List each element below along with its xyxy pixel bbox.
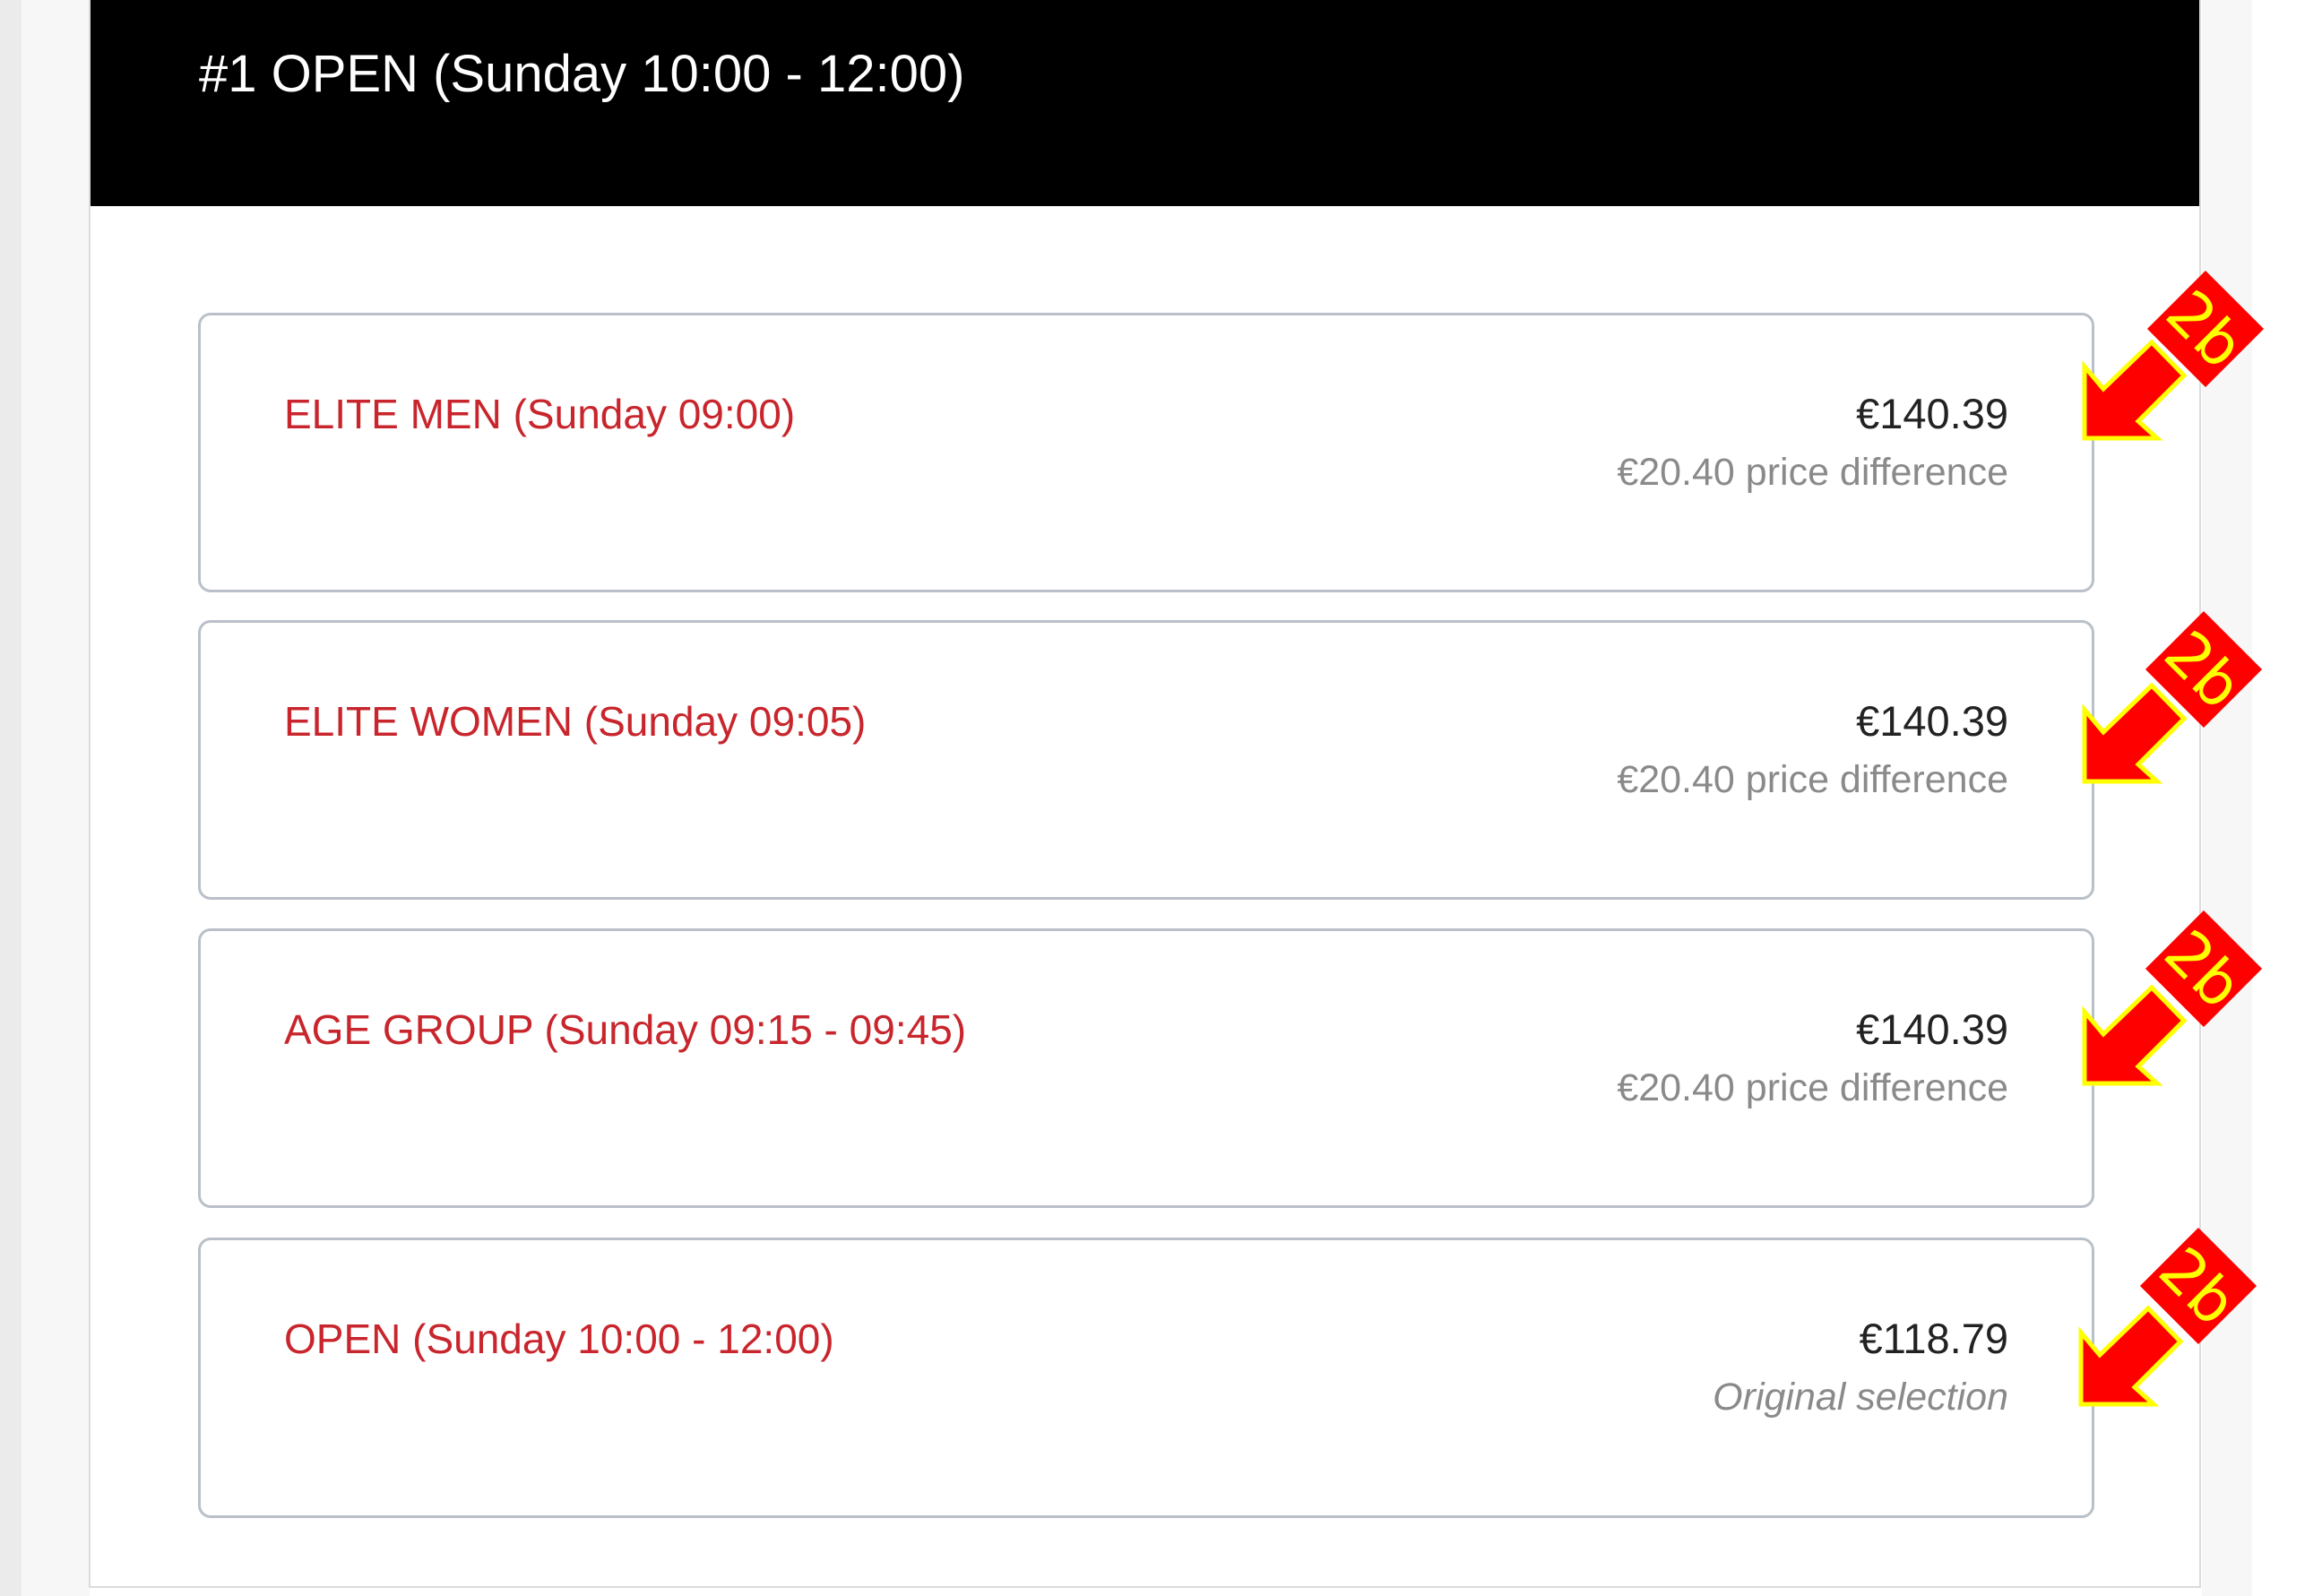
page-margin <box>22 0 90 1596</box>
option-note: Original selection <box>1713 1376 2008 1419</box>
page-edge <box>0 0 22 1596</box>
option-title: AGE GROUP (Sunday 09:15 - 09:45) <box>284 1006 967 1053</box>
option-note: €20.40 price difference <box>1617 451 2008 494</box>
option-price: €140.39 <box>1856 390 2008 437</box>
option-note: €20.40 price difference <box>1617 758 2008 801</box>
option-note: €20.40 price difference <box>1617 1066 2008 1109</box>
option-card-elite-men[interactable]: ELITE MEN (Sunday 09:00) €140.39 €20.40 … <box>198 313 2094 592</box>
option-card-age-group[interactable]: AGE GROUP (Sunday 09:15 - 09:45) €140.39… <box>198 928 2094 1208</box>
page-margin-right <box>2202 0 2252 1596</box>
option-title: ELITE WOMEN (Sunday 09:05) <box>284 698 867 745</box>
panel-title: #1 OPEN (Sunday 10:00 - 12:00) <box>199 45 965 103</box>
option-card-elite-women[interactable]: ELITE WOMEN (Sunday 09:05) €140.39 €20.4… <box>198 620 2094 900</box>
option-title: OPEN (Sunday 10:00 - 12:00) <box>284 1316 834 1362</box>
option-price: €118.79 <box>1859 1315 2008 1362</box>
option-price: €140.39 <box>1856 697 2008 745</box>
option-title: ELITE MEN (Sunday 09:00) <box>284 391 796 437</box>
option-price: €140.39 <box>1856 1005 2008 1053</box>
panel-header: #1 OPEN (Sunday 10:00 - 12:00) <box>91 0 2199 206</box>
option-card-open[interactable]: OPEN (Sunday 10:00 - 12:00) €118.79 Orig… <box>198 1238 2094 1518</box>
